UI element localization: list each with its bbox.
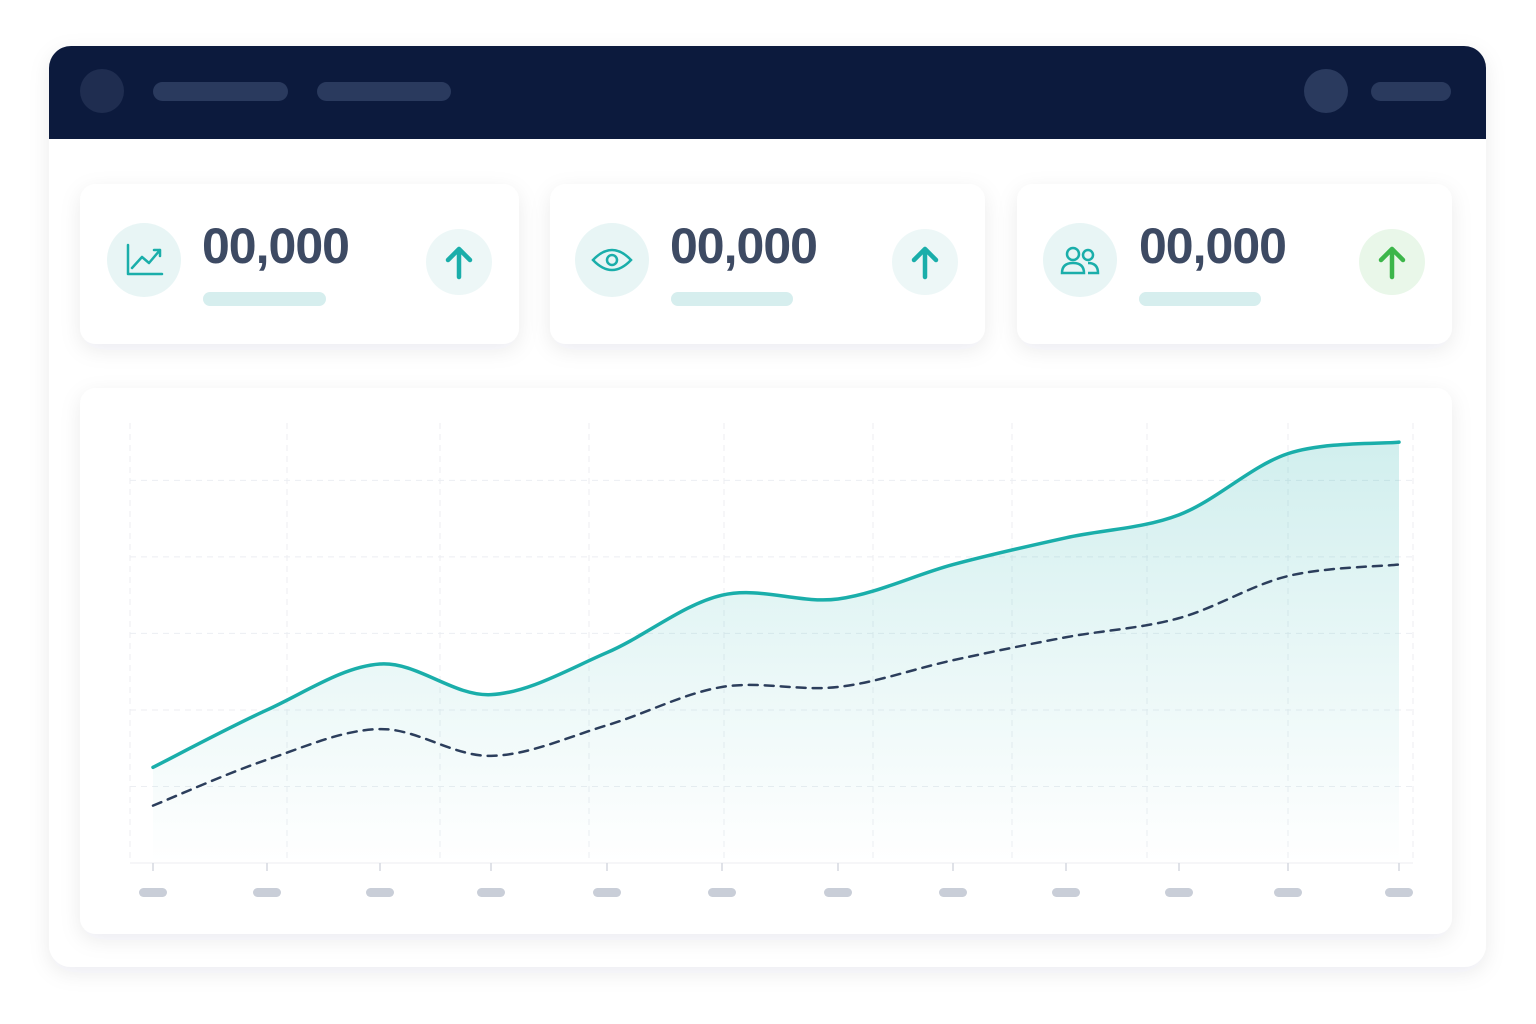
kpi-card: 00,000	[80, 184, 519, 344]
eye-pupil	[605, 253, 619, 267]
x-label-placeholder	[824, 888, 852, 897]
user-menu[interactable]	[1371, 82, 1451, 101]
up-arrow	[911, 246, 939, 280]
line	[151, 440, 1401, 770]
line	[151, 563, 1401, 807]
placeholder	[1139, 292, 1261, 306]
kpi-value: 00,000	[670, 218, 817, 274]
x-label-placeholder	[253, 888, 281, 897]
x-label-placeholder	[139, 888, 167, 897]
kpi-card: 00,000	[1017, 184, 1452, 344]
x-label-placeholder	[939, 888, 967, 897]
icon-bg	[1043, 223, 1117, 297]
x-label-placeholder	[1385, 888, 1413, 897]
nav-item[interactable]	[153, 82, 288, 101]
chart-icon	[126, 243, 164, 276]
placeholder	[203, 292, 326, 306]
kpi-card: 00,000	[550, 184, 985, 344]
logo[interactable]	[80, 69, 124, 113]
x-label-placeholder	[1165, 888, 1193, 897]
eye-icon	[591, 248, 633, 272]
x-label-placeholder	[1052, 888, 1080, 897]
top-bar	[49, 46, 1486, 139]
icon-bg	[575, 223, 649, 297]
card	[80, 184, 519, 344]
x-label-placeholder	[708, 888, 736, 897]
x-label-placeholder	[1274, 888, 1302, 897]
kpi-value: 00,000	[202, 218, 349, 274]
up-arrow	[1378, 246, 1406, 280]
area	[153, 442, 1399, 863]
x-label-placeholder	[366, 888, 394, 897]
users-icon	[1060, 246, 1100, 275]
card	[1017, 184, 1452, 344]
x-label-placeholder	[593, 888, 621, 897]
kpi-value: 00,000	[1139, 218, 1286, 274]
nav-item[interactable]	[317, 82, 451, 101]
card	[550, 184, 985, 344]
up-arrow	[445, 246, 473, 280]
avatar[interactable]	[1304, 69, 1348, 113]
placeholder	[671, 292, 793, 306]
plot	[130, 440, 1413, 897]
x-label-placeholder	[477, 888, 505, 897]
